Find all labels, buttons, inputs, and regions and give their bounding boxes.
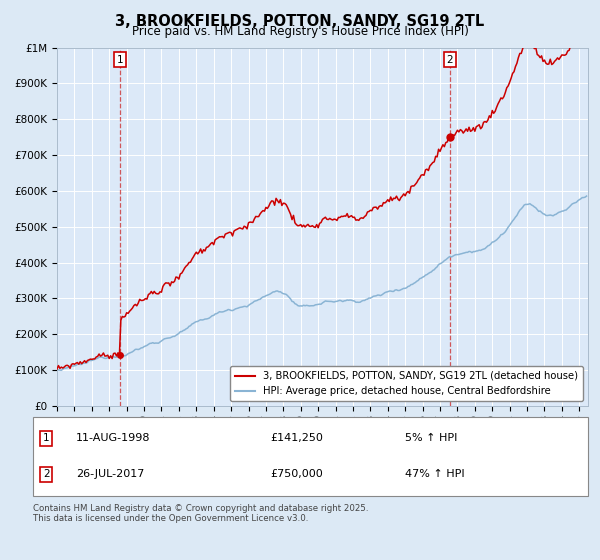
Text: 26-JUL-2017: 26-JUL-2017 [76, 469, 145, 479]
Text: 1: 1 [43, 433, 50, 444]
Legend: 3, BROOKFIELDS, POTTON, SANDY, SG19 2TL (detached house), HPI: Average price, de: 3, BROOKFIELDS, POTTON, SANDY, SG19 2TL … [230, 366, 583, 401]
Text: 2: 2 [446, 55, 453, 65]
Text: 2: 2 [43, 469, 50, 479]
Text: £141,250: £141,250 [270, 433, 323, 444]
Text: 3, BROOKFIELDS, POTTON, SANDY, SG19 2TL: 3, BROOKFIELDS, POTTON, SANDY, SG19 2TL [115, 14, 485, 29]
Text: 47% ↑ HPI: 47% ↑ HPI [405, 469, 464, 479]
Text: Contains HM Land Registry data © Crown copyright and database right 2025.
This d: Contains HM Land Registry data © Crown c… [33, 504, 368, 524]
Text: 5% ↑ HPI: 5% ↑ HPI [405, 433, 457, 444]
Text: Price paid vs. HM Land Registry's House Price Index (HPI): Price paid vs. HM Land Registry's House … [131, 25, 469, 38]
Text: £750,000: £750,000 [270, 469, 323, 479]
Text: 11-AUG-1998: 11-AUG-1998 [76, 433, 151, 444]
Text: 1: 1 [117, 55, 124, 65]
